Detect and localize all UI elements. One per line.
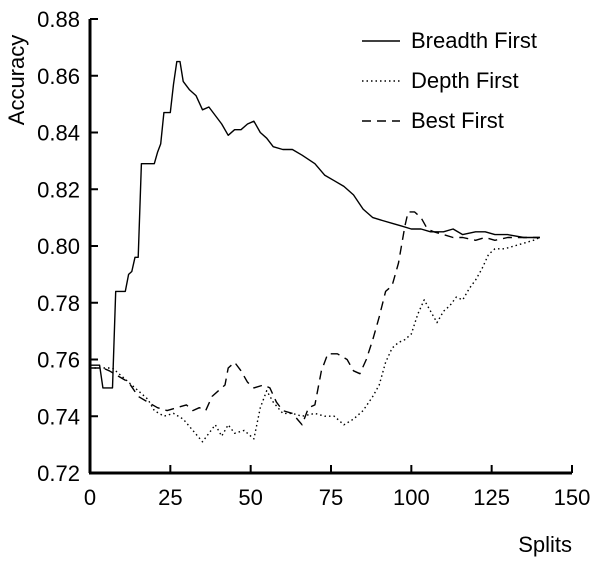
series-line-best-first [90, 211, 540, 426]
plot-area: 0.72 0.74 0.76 0.78 0.80 0.82 0.84 0.86 0.88 0 25… [37, 7, 590, 510]
x-ticks: 0 25 50 75 100 125 150 [84, 465, 590, 510]
x-tick-label: 50 [238, 485, 262, 510]
x-tick-label: 25 [158, 485, 182, 510]
y-tick-label: 0.84 [37, 121, 80, 146]
x-tick-label: 150 [554, 485, 591, 510]
series-lines [90, 60, 541, 443]
y-tick-label: 0.72 [37, 461, 80, 486]
legend-label: Depth First [411, 68, 519, 93]
y-axis-label: Accuracy [4, 35, 29, 125]
x-tick-label: 125 [473, 485, 510, 510]
legend-label: Breadth First [411, 28, 537, 53]
y-tick-label: 0.78 [37, 291, 80, 316]
y-tick-label: 0.88 [37, 7, 80, 32]
x-axis-label: Splits [518, 532, 572, 557]
x-tick-label: 75 [319, 485, 343, 510]
x-tick-label: 0 [84, 485, 96, 510]
y-tick-label: 0.80 [37, 234, 80, 259]
y-tick-label: 0.76 [37, 348, 80, 373]
y-tick-label: 0.74 [37, 404, 80, 429]
x-tick-label: 100 [393, 485, 430, 510]
legend: Breadth First Depth First Best First [362, 28, 537, 133]
y-tick-label: 0.82 [37, 177, 80, 202]
series-line-depth-first [90, 236, 541, 443]
y-ticks: 0.72 0.74 0.76 0.78 0.80 0.82 0.84 0.86 0.88 [37, 7, 98, 486]
legend-label: Best First [411, 108, 504, 133]
y-tick-label: 0.86 [37, 64, 80, 89]
